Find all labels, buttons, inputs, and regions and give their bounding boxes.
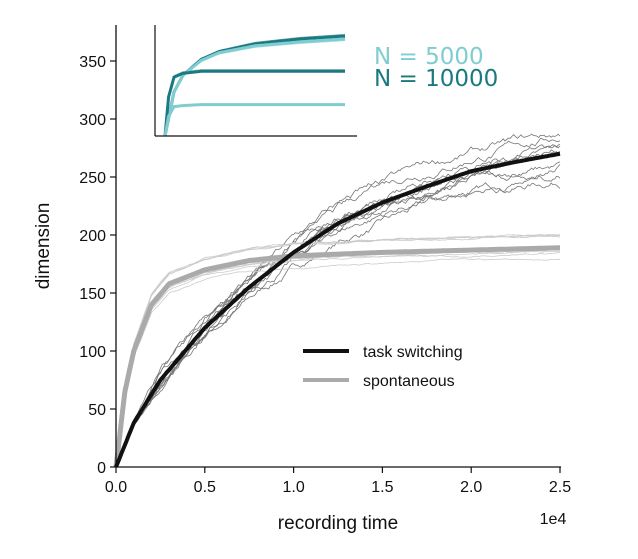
mean-line-task-switching (114, 151, 561, 468)
trace-task-switching (115, 137, 561, 468)
y-axis-label: dimension (33, 203, 54, 290)
trace-task-switching (115, 151, 561, 468)
trace-spontaneous (115, 252, 561, 468)
individual-traces (115, 133, 561, 468)
x-tick-label: 2.0 (460, 479, 482, 496)
x-axis-label: recording time (278, 513, 398, 534)
mean-lines (113, 151, 561, 468)
trace-task-switching (115, 161, 561, 468)
y-tick-label: 350 (79, 54, 106, 71)
trace-spontaneous (115, 233, 561, 468)
legend: task switching spontaneous (303, 344, 463, 390)
inset-legend-n5000: N = 5000 (374, 44, 484, 70)
inset: N = 5000 N = 10000 (154, 25, 498, 137)
y-tick-label: 150 (79, 286, 106, 303)
x-tick-label: 0.0 (105, 479, 127, 496)
x-tick-label: 1.5 (371, 479, 393, 496)
inset-mean-line (163, 37, 346, 137)
x-ticks: 0.0 0.5 1.0 1.5 2.0 2.5 (105, 467, 571, 496)
legend-label-spontaneous: spontaneous (363, 373, 455, 390)
trace-task-switching (115, 164, 561, 468)
trace-spontaneous (115, 258, 561, 468)
inset-mean-line (163, 69, 345, 137)
x-tick-label: 0.5 (194, 479, 216, 496)
y-tick-label: 300 (79, 112, 106, 129)
y-ticks: 0 50 100 150 200 250 300 350 (79, 54, 116, 477)
legend-label-task-switching: task switching (363, 344, 463, 361)
x-tick-label: 1.0 (282, 479, 304, 496)
trace-spontaneous (115, 235, 560, 468)
y-tick-label: 200 (79, 228, 106, 245)
trace-task-switching (115, 144, 561, 468)
mean-line-spontaneous (113, 245, 561, 468)
inset-legend-n10000: N = 10000 (374, 66, 498, 92)
x-multiplier-label: 1e4 (540, 511, 567, 528)
trace-task-switching (115, 133, 561, 468)
trace-task-switching (115, 143, 561, 468)
trace-task-switching (115, 175, 561, 468)
y-tick-label: 250 (79, 170, 106, 187)
y-tick-label: 0 (97, 460, 106, 477)
x-tick-label: 2.5 (549, 479, 571, 496)
inset-lines (163, 33, 346, 137)
y-tick-label: 50 (88, 402, 106, 419)
inset-mean-line (163, 103, 345, 137)
inset-trace (164, 69, 345, 137)
y-tick-label: 100 (79, 344, 106, 361)
trace-task-switching (115, 149, 561, 468)
